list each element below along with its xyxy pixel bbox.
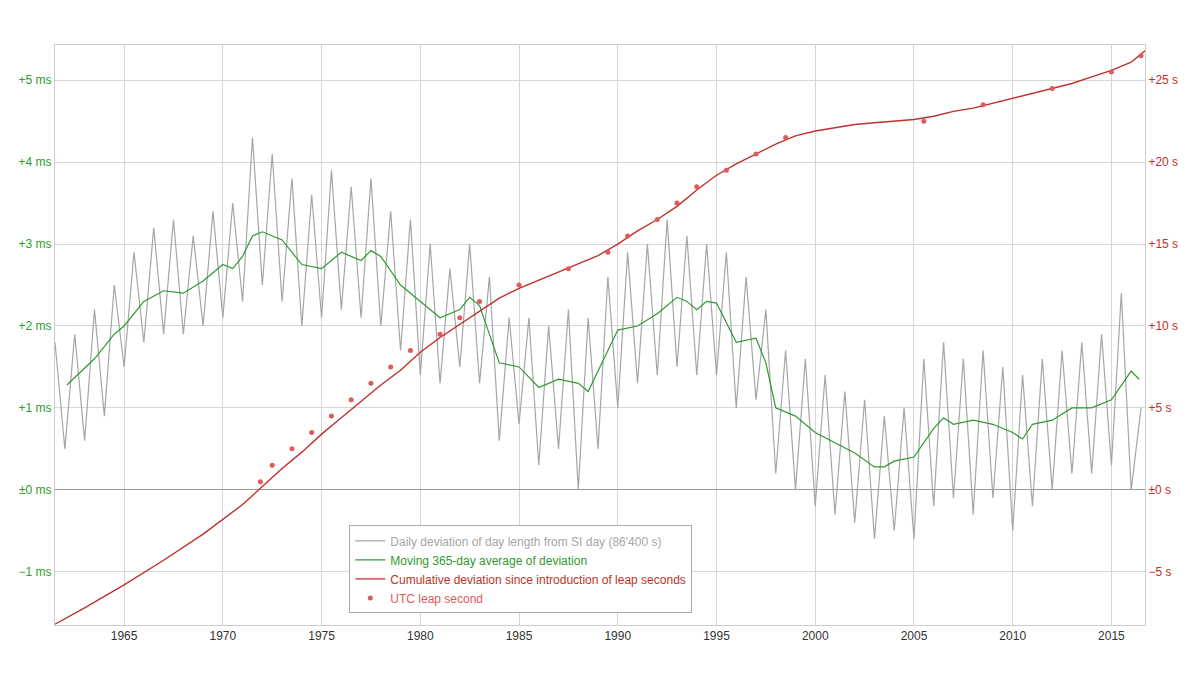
svg-text:+10 s: +10 s [1148, 319, 1178, 333]
svg-text:+4 ms: +4 ms [19, 155, 52, 169]
svg-text:Daily deviation of day length: Daily deviation of day length from SI da… [390, 535, 661, 549]
svg-text:+2 ms: +2 ms [19, 319, 52, 333]
svg-text:+25 s: +25 s [1148, 73, 1178, 87]
svg-text:1995: 1995 [703, 629, 730, 643]
svg-text:+5 ms: +5 ms [19, 73, 52, 87]
svg-text:Cumulative deviation since int: Cumulative deviation since introduction … [390, 573, 686, 587]
svg-text:2015: 2015 [1098, 629, 1125, 643]
svg-text:1980: 1980 [407, 629, 434, 643]
svg-text:1990: 1990 [604, 629, 631, 643]
svg-text:UTC leap second: UTC leap second [390, 592, 483, 606]
svg-text:1965: 1965 [111, 629, 138, 643]
svg-text:+1 ms: +1 ms [19, 401, 52, 415]
svg-text:±0 s: ±0 s [1148, 483, 1171, 497]
svg-text:+15 s: +15 s [1148, 237, 1178, 251]
svg-text:1970: 1970 [209, 629, 236, 643]
svg-text:−1 ms: −1 ms [19, 565, 52, 579]
svg-text:±0 ms: ±0 ms [19, 483, 52, 497]
svg-text:2010: 2010 [999, 629, 1026, 643]
svg-text:2005: 2005 [901, 629, 928, 643]
svg-text:−5 s: −5 s [1148, 565, 1171, 579]
svg-text:+5 s: +5 s [1148, 401, 1171, 415]
svg-text:Moving 365-day average of devi: Moving 365-day average of deviation [390, 554, 587, 568]
svg-text:+3 ms: +3 ms [19, 237, 52, 251]
svg-text:+20 s: +20 s [1148, 155, 1178, 169]
svg-text:2000: 2000 [802, 629, 829, 643]
svg-text:1985: 1985 [506, 629, 533, 643]
svg-text:1975: 1975 [308, 629, 335, 643]
